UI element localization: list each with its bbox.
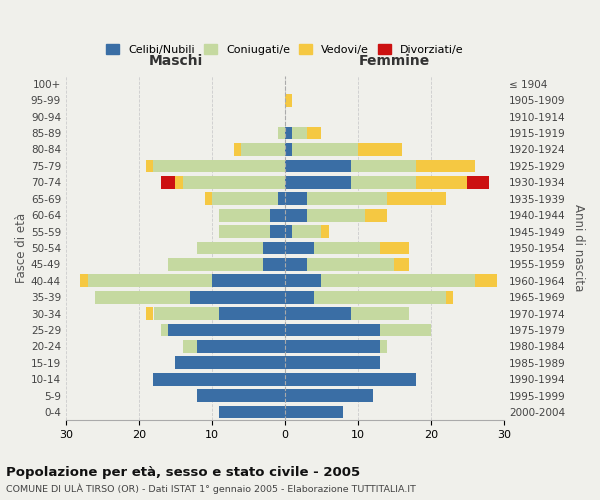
Bar [292, 143, 358, 156]
Bar [219, 225, 271, 238]
Bar [475, 274, 497, 287]
Bar [278, 126, 285, 140]
Bar [263, 258, 285, 271]
Bar [285, 324, 380, 336]
Bar [219, 208, 271, 222]
Bar [146, 160, 154, 172]
Bar [292, 126, 307, 140]
Bar [416, 176, 467, 188]
Bar [197, 340, 285, 353]
Text: Maschi: Maschi [148, 54, 203, 68]
Bar [271, 208, 285, 222]
Text: Femmine: Femmine [359, 54, 430, 68]
Bar [278, 192, 285, 205]
Bar [285, 307, 350, 320]
Bar [197, 242, 263, 254]
Bar [183, 340, 197, 353]
Bar [285, 242, 314, 254]
Bar [219, 406, 285, 418]
Bar [350, 160, 416, 172]
Bar [285, 340, 380, 353]
Bar [380, 324, 431, 336]
Bar [285, 126, 292, 140]
Bar [380, 340, 387, 353]
Bar [285, 356, 380, 369]
Bar [467, 176, 490, 188]
Bar [161, 324, 168, 336]
Bar [285, 208, 307, 222]
Bar [285, 160, 350, 172]
Bar [285, 274, 322, 287]
Bar [154, 160, 285, 172]
Bar [314, 291, 446, 304]
Bar [285, 143, 292, 156]
Bar [307, 208, 365, 222]
Bar [219, 307, 285, 320]
Bar [183, 176, 285, 188]
Bar [212, 274, 285, 287]
Bar [285, 373, 416, 386]
Bar [175, 356, 285, 369]
Bar [241, 143, 285, 156]
Bar [307, 126, 322, 140]
Bar [271, 225, 285, 238]
Bar [168, 258, 263, 271]
Bar [285, 176, 350, 188]
Bar [285, 390, 373, 402]
Bar [350, 176, 416, 188]
Bar [387, 192, 446, 205]
Bar [322, 225, 329, 238]
Bar [146, 307, 154, 320]
Bar [307, 258, 394, 271]
Text: Popolazione per età, sesso e stato civile - 2005: Popolazione per età, sesso e stato civil… [6, 466, 360, 479]
Bar [161, 176, 175, 188]
Bar [394, 258, 409, 271]
Bar [80, 274, 88, 287]
Bar [322, 274, 475, 287]
Bar [285, 192, 307, 205]
Bar [350, 307, 409, 320]
Bar [154, 307, 219, 320]
Bar [380, 242, 409, 254]
Bar [234, 143, 241, 156]
Bar [190, 291, 285, 304]
Y-axis label: Anni di nascita: Anni di nascita [572, 204, 585, 292]
Bar [212, 192, 278, 205]
Bar [292, 225, 322, 238]
Bar [168, 324, 285, 336]
Bar [154, 373, 285, 386]
Bar [197, 390, 285, 402]
Bar [358, 143, 402, 156]
Bar [446, 291, 453, 304]
Y-axis label: Fasce di età: Fasce di età [15, 213, 28, 283]
Bar [263, 242, 285, 254]
Bar [285, 94, 292, 106]
Bar [205, 192, 212, 205]
Bar [285, 406, 343, 418]
Bar [95, 291, 190, 304]
Bar [365, 208, 387, 222]
Bar [285, 225, 292, 238]
Bar [88, 274, 212, 287]
Bar [285, 291, 314, 304]
Legend: Celibi/Nubili, Coniugati/e, Vedovi/e, Divorziati/e: Celibi/Nubili, Coniugati/e, Vedovi/e, Di… [101, 40, 468, 59]
Bar [307, 192, 387, 205]
Bar [285, 258, 307, 271]
Bar [314, 242, 380, 254]
Bar [416, 160, 475, 172]
Text: COMUNE DI ULÀ TIRSO (OR) - Dati ISTAT 1° gennaio 2005 - Elaborazione TUTTITALIA.: COMUNE DI ULÀ TIRSO (OR) - Dati ISTAT 1°… [6, 484, 416, 494]
Bar [175, 176, 183, 188]
